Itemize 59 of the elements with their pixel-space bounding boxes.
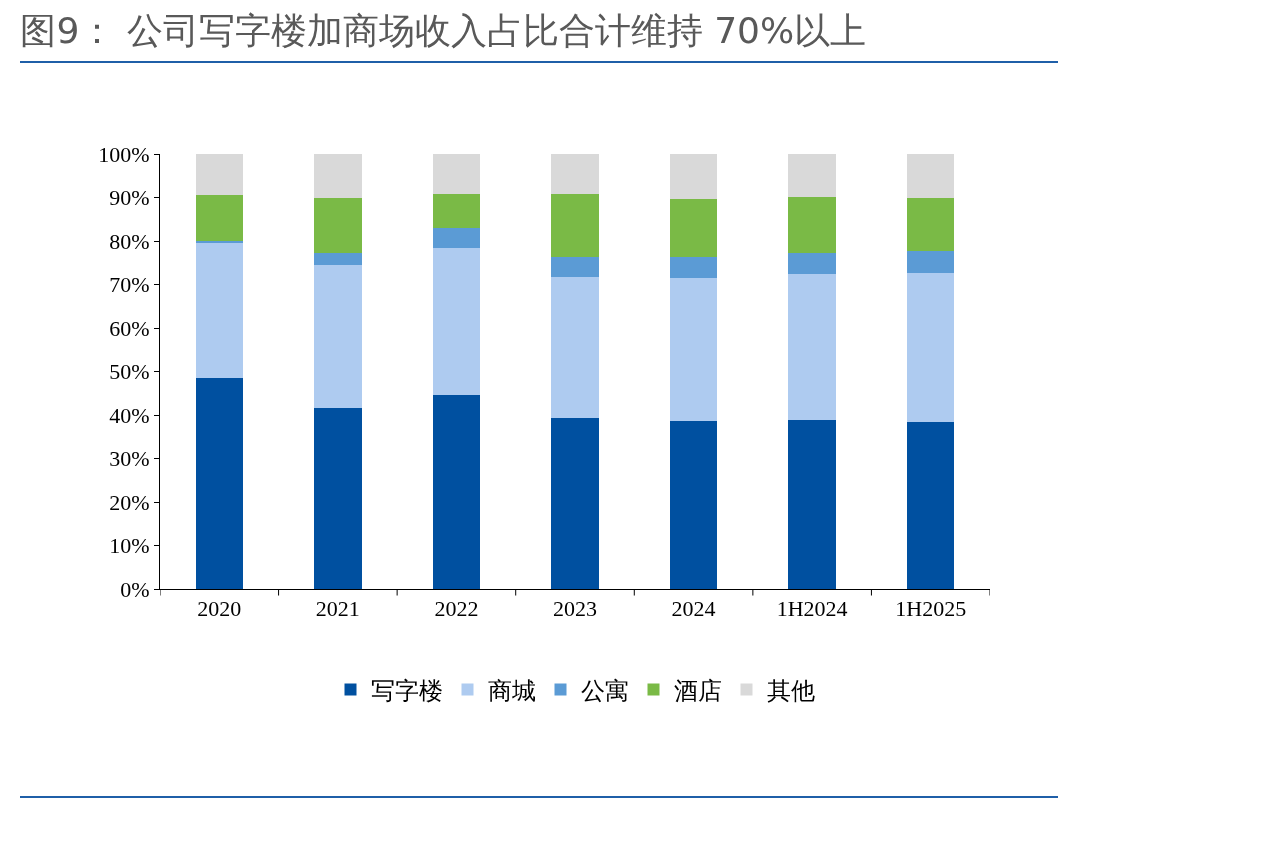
bar xyxy=(551,418,599,589)
legend-label: 商城 xyxy=(487,676,536,705)
bar xyxy=(788,154,836,198)
bar xyxy=(788,274,836,420)
bar xyxy=(907,251,955,274)
y-tick-label: 0% xyxy=(120,576,150,602)
bar xyxy=(314,264,362,409)
bar xyxy=(195,378,243,589)
bar xyxy=(907,421,955,589)
y-tick-label: 40% xyxy=(109,402,150,428)
bar xyxy=(551,154,599,195)
bar xyxy=(432,227,481,248)
bar xyxy=(314,197,362,254)
bar xyxy=(195,241,243,244)
x-tick-label: 2020 xyxy=(197,596,242,622)
bar xyxy=(195,243,243,379)
x-tick-label: 2021 xyxy=(315,596,360,622)
y-tick-label: 100% xyxy=(98,141,150,167)
bar xyxy=(907,273,955,422)
x-tick-label: 2024 xyxy=(671,596,716,622)
y-tick-label: 10% xyxy=(109,533,150,559)
y-tick-label: 90% xyxy=(109,185,150,211)
bar xyxy=(551,257,599,278)
x-tick-label: 2022 xyxy=(434,596,479,622)
bar xyxy=(669,198,718,258)
bar xyxy=(195,194,243,241)
x-tick-label: 1H2024 xyxy=(776,596,848,622)
bar xyxy=(551,194,599,258)
bar xyxy=(669,421,718,589)
bar xyxy=(669,257,718,278)
bar xyxy=(788,253,836,275)
y-tick-label: 30% xyxy=(109,446,150,472)
legend-label: 写字楼 xyxy=(370,676,443,705)
legend-label: 公寓 xyxy=(580,676,629,705)
bar xyxy=(432,194,481,228)
y-tick-label: 70% xyxy=(109,272,150,298)
bar xyxy=(907,197,955,252)
bar xyxy=(907,154,955,198)
bar xyxy=(314,408,362,589)
bar xyxy=(432,247,481,395)
y-tick-label: 60% xyxy=(109,315,150,341)
bar xyxy=(788,197,836,254)
bar xyxy=(669,277,718,422)
bar xyxy=(314,253,362,265)
x-tick-label: 1H2025 xyxy=(895,596,967,622)
bar xyxy=(195,154,243,195)
y-tick-label: 20% xyxy=(109,489,150,515)
y-tick-label: 50% xyxy=(109,359,150,385)
bar xyxy=(551,277,599,419)
bar xyxy=(314,154,362,198)
x-tick-label: 2023 xyxy=(553,596,597,622)
bar xyxy=(669,154,718,199)
bar xyxy=(432,394,481,589)
legend-label: 其他 xyxy=(766,676,815,705)
y-tick-label: 80% xyxy=(109,228,150,254)
legend-label: 酒店 xyxy=(673,676,722,705)
bar xyxy=(432,154,481,195)
bar xyxy=(788,419,836,589)
chart-title: 图9： 公司写字楼加商场收入占比合计维持 70%以上 xyxy=(20,9,867,51)
